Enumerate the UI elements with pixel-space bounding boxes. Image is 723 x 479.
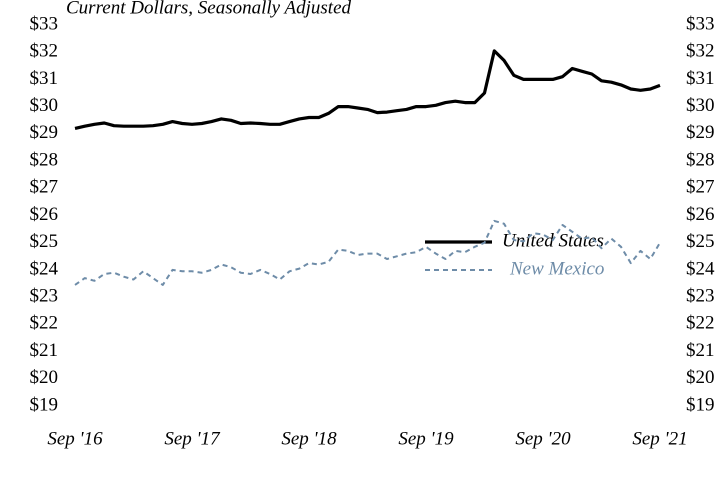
y-tick-label: $27 xyxy=(30,177,59,198)
series-line xyxy=(74,219,661,286)
x-tick-label: Sep '21 xyxy=(632,428,687,449)
chart-subtitle: Current Dollars, Seasonally Adjusted xyxy=(66,0,352,18)
y-tick-label: $33 xyxy=(30,13,59,34)
y-tick-label: $26 xyxy=(30,204,59,225)
y-tick-label: $19 xyxy=(30,394,59,415)
y2-tick-label: $33 xyxy=(686,13,715,34)
y2-tick-label: $31 xyxy=(686,68,715,89)
y2-tick-label: $28 xyxy=(686,149,715,170)
y-tick-label: $22 xyxy=(30,313,59,334)
y2-tick-label: $22 xyxy=(686,313,715,334)
y-tick-label: $20 xyxy=(30,367,59,388)
x-tick-label: Sep '20 xyxy=(515,428,571,449)
y-tick-label: $24 xyxy=(30,258,59,279)
y2-tick-label: $23 xyxy=(686,286,715,307)
series-line xyxy=(74,49,661,130)
x-tick-label: Sep '16 xyxy=(47,428,103,449)
y2-tick-label: $32 xyxy=(686,41,715,62)
x-tick-label: Sep '18 xyxy=(281,428,337,449)
y2-tick-label: $25 xyxy=(686,231,715,252)
y-tick-label: $30 xyxy=(30,95,59,116)
y2-tick-label: $21 xyxy=(686,340,715,361)
y-tick-label: $28 xyxy=(30,149,59,170)
x-tick-label: Sep '17 xyxy=(164,428,221,449)
y-tick-label: $31 xyxy=(30,68,59,89)
y2-tick-label: $29 xyxy=(686,122,715,143)
y2-tick-label: $26 xyxy=(686,204,715,225)
y2-tick-label: $27 xyxy=(686,177,715,198)
y-tick-label: $29 xyxy=(30,122,59,143)
y2-tick-label: $20 xyxy=(686,367,715,388)
y-tick-label: $25 xyxy=(30,231,59,252)
x-tick-label: Sep '19 xyxy=(398,428,454,449)
y2-tick-label: $19 xyxy=(686,394,715,415)
y-tick-label: $32 xyxy=(30,41,59,62)
y-tick-label: $21 xyxy=(30,340,59,361)
y2-tick-label: $30 xyxy=(686,95,715,116)
legend-label: New Mexico xyxy=(509,258,604,279)
y2-tick-label: $24 xyxy=(686,258,715,279)
y-tick-label: $23 xyxy=(30,286,59,307)
